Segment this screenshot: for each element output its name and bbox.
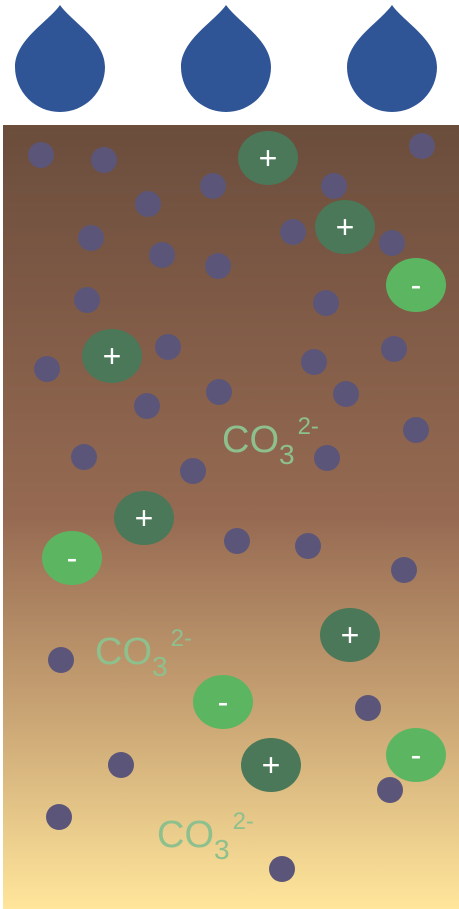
particle: [314, 445, 340, 471]
particle: [78, 225, 104, 251]
ion-label: -: [67, 540, 78, 576]
carbonate-label: CO32-: [157, 808, 254, 865]
particle: [391, 557, 417, 583]
ion-circle: [82, 329, 142, 383]
rain-drop: [15, 5, 105, 112]
ion-label: -: [411, 737, 422, 773]
ion: +: [320, 608, 380, 662]
particle: [48, 647, 74, 673]
charge: 2-: [298, 413, 319, 440]
ion-label: -: [218, 684, 229, 720]
carbonate-label: CO32-: [222, 413, 319, 470]
particle: [355, 695, 381, 721]
particle: [155, 334, 181, 360]
particle: [34, 356, 60, 382]
formula: CO: [157, 814, 214, 856]
particle: [333, 381, 359, 407]
particle: [321, 173, 347, 199]
ion-circle: [386, 258, 446, 312]
ion: -: [386, 258, 446, 312]
rain-drops: [15, 5, 437, 112]
carbonate-label: CO32-: [95, 625, 192, 682]
ion-circle: [238, 131, 298, 185]
particle: [280, 219, 306, 245]
particle: [71, 444, 97, 470]
carbonates: CO32-CO32-CO32-: [95, 413, 319, 865]
charge: 2-: [233, 808, 254, 835]
particle: [377, 777, 403, 803]
ion: -: [193, 675, 253, 729]
ion: +: [241, 738, 301, 792]
particle: [403, 417, 429, 443]
ion-circle: [386, 728, 446, 782]
ion-circle: [315, 200, 375, 254]
particle: [28, 142, 54, 168]
particle: [180, 458, 206, 484]
particle: [205, 253, 231, 279]
ion-circle: [320, 608, 380, 662]
ion: +: [315, 200, 375, 254]
rain-drop: [181, 5, 271, 112]
particle: [269, 856, 295, 882]
ion-label: +: [262, 747, 281, 783]
particle: [46, 804, 72, 830]
particle: [409, 133, 435, 159]
ion-circle: [42, 531, 102, 585]
ion-label: +: [259, 140, 278, 176]
particle: [149, 242, 175, 268]
particle: [224, 528, 250, 554]
ion: +: [114, 491, 174, 545]
particle: [74, 287, 100, 313]
particle: [108, 752, 134, 778]
particle: [381, 336, 407, 362]
particle: [301, 349, 327, 375]
ion-label: +: [135, 500, 154, 536]
soil: [3, 125, 459, 909]
particle: [135, 191, 161, 217]
particle: [91, 147, 117, 173]
particle: [379, 230, 405, 256]
particle: [134, 393, 160, 419]
particles: [28, 133, 435, 882]
particle: [206, 379, 232, 405]
particle: [295, 533, 321, 559]
ion-label: -: [411, 267, 422, 303]
ions: ++++++----: [42, 131, 446, 792]
subscript: 3: [279, 439, 295, 470]
ion: +: [82, 329, 142, 383]
subscript: 3: [214, 834, 230, 865]
rain-drop: [347, 5, 437, 112]
particle: [313, 290, 339, 316]
ion: +: [238, 131, 298, 185]
subscript: 3: [152, 651, 168, 682]
ion-label: +: [341, 617, 360, 653]
ion-circle: [193, 675, 253, 729]
particle: [200, 173, 226, 199]
ion-label: +: [103, 338, 122, 374]
formula: CO: [222, 419, 279, 461]
ion-circle: [114, 491, 174, 545]
ion-label: +: [336, 209, 355, 245]
ion-circle: [241, 738, 301, 792]
formula: CO: [95, 631, 152, 673]
ion: -: [42, 531, 102, 585]
ion: -: [386, 728, 446, 782]
charge: 2-: [171, 625, 192, 652]
